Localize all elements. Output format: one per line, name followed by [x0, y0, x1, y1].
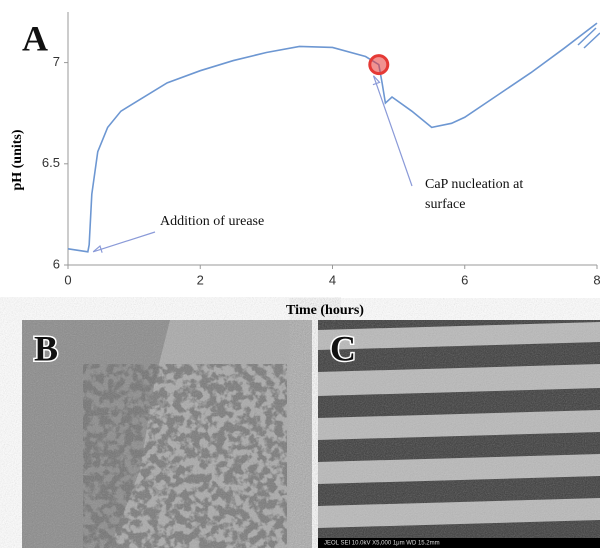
page: B JEOL SEI 10.0kV X5,000 1μm WD 15.2mm C…: [0, 0, 600, 553]
panel-b: B: [22, 320, 312, 548]
x-axis-label: Time (hours): [286, 303, 364, 318]
x-tick-label: 2: [197, 272, 204, 287]
grain: [318, 320, 600, 538]
arrow-head: [373, 76, 380, 85]
figure: B JEOL SEI 10.0kV X5,000 1μm WD 15.2mm C…: [0, 0, 600, 548]
annotation: CaP nucleation at surface: [425, 177, 523, 212]
x-tick-label: 8: [593, 272, 600, 287]
y-tick-label: 6: [53, 256, 60, 271]
data-line: [68, 23, 597, 252]
annotation-line: CaP nucleation at: [425, 177, 523, 192]
y-tick-label: 6.5: [42, 155, 60, 170]
y-axis-label: pH (units): [10, 129, 25, 190]
x-tick-label: 0: [64, 272, 71, 287]
x-tick-label: 6: [461, 272, 468, 287]
x-tick-label: 4: [329, 272, 336, 287]
annotation-arrow: [93, 232, 155, 252]
event-marker: [370, 56, 388, 74]
annotation: Addition of urease: [160, 214, 264, 229]
annotation-line: surface: [425, 197, 465, 212]
y-tick-label: 7: [53, 54, 60, 69]
axis-break: [578, 28, 600, 48]
grain: [22, 320, 312, 548]
annotation-arrow: [373, 76, 412, 186]
sem-footer: JEOL SEI 10.0kV X5,000 1μm WD 15.2mm: [324, 541, 440, 547]
panel-label: A: [22, 18, 48, 58]
panel-c: JEOL SEI 10.0kV X5,000 1μm WD 15.2mm C: [318, 320, 600, 548]
panel-label: C: [330, 328, 356, 368]
panel-label: B: [34, 328, 58, 368]
